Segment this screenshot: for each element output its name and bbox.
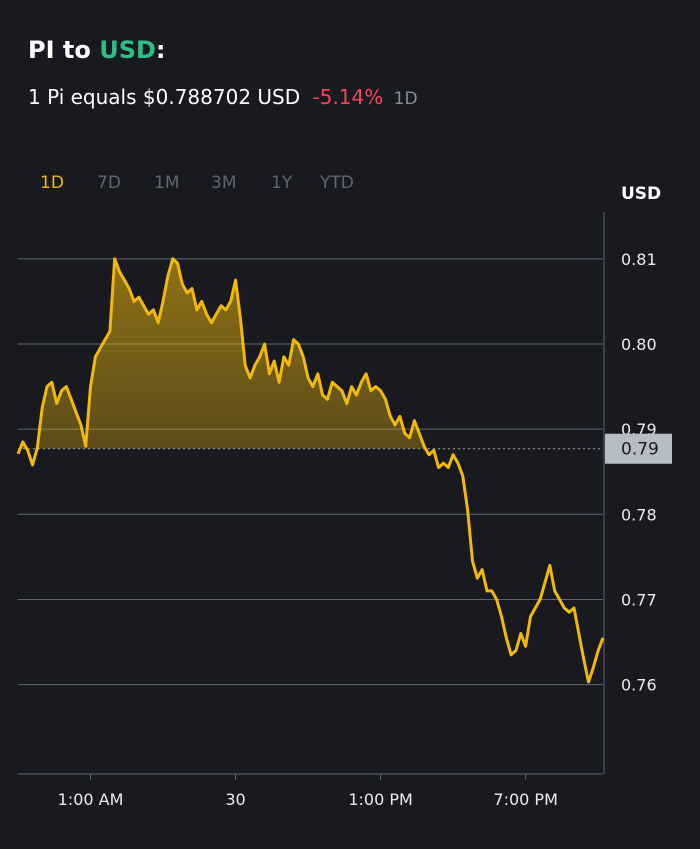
- x-tick-label: 1:00 AM: [58, 790, 124, 809]
- tab-7d[interactable]: 7D: [97, 173, 121, 193]
- y-tick-label: 0.78: [621, 505, 657, 524]
- tab-ytd[interactable]: YTD: [320, 173, 354, 193]
- tab-1m[interactable]: 1M: [154, 173, 180, 193]
- pair-title: PI to USD:: [28, 36, 166, 64]
- quote-asset: USD: [99, 36, 156, 64]
- equals-text: 1 Pi equals $0.788702 USD: [28, 85, 301, 109]
- price-summary: 1 Pi equals $0.788702 USD -5.14% 1D: [28, 85, 418, 109]
- y-unit-label: USD: [621, 184, 661, 204]
- x-tick-label: 30: [225, 790, 245, 809]
- tab-1d[interactable]: 1D: [40, 173, 64, 193]
- y-tick-label: 0.81: [621, 250, 657, 269]
- price-area: [18, 258, 603, 449]
- tab-1y[interactable]: 1Y: [271, 173, 293, 193]
- price-line: [16, 257, 605, 684]
- y-tick-label: 0.80: [621, 335, 657, 354]
- change-period: 1D: [393, 89, 418, 109]
- change-percent: -5.14%: [312, 85, 384, 109]
- x-tick-label: 7:00 PM: [493, 790, 557, 809]
- to-word: to: [62, 36, 91, 64]
- y-tick-label: 0.77: [621, 590, 657, 609]
- current-price-badge: [605, 433, 672, 464]
- tab-3m[interactable]: 3M: [211, 173, 237, 193]
- range-tabs: 1D 7D 1M 3M 1Y YTD: [40, 173, 354, 193]
- y-tick-label: 0.76: [621, 676, 657, 695]
- title-colon: :: [155, 36, 166, 64]
- current-price-label: 0.79: [621, 440, 659, 460]
- x-tick-label: 1:00 PM: [348, 790, 412, 809]
- base-asset: PI: [28, 36, 55, 64]
